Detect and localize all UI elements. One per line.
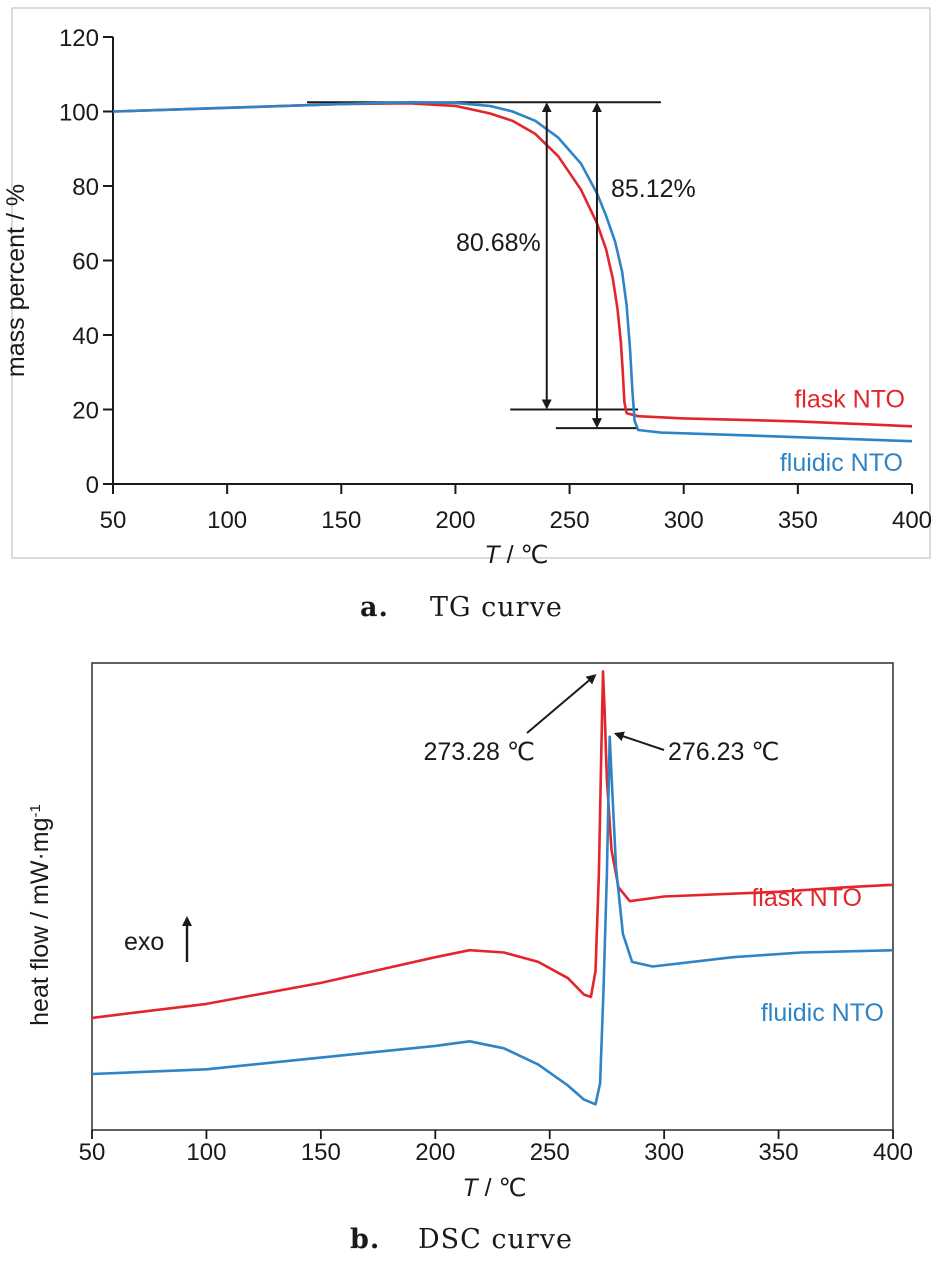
dsc-plot-frame	[91, 662, 894, 1131]
tg-x-tick-label: 200	[435, 507, 475, 534]
dsc-exo-label: exo	[124, 928, 164, 956]
tg-legend-fluidic: fluidic NTO	[780, 449, 903, 477]
tg-x-tick-label: 150	[321, 507, 361, 534]
tg-annotation-85-12: 85.12%	[611, 175, 696, 203]
dsc-x-tick-label: 50	[79, 1139, 106, 1166]
tg-chart: 0 20 40 60 80 100 120 50 100 150 200 250 300 350 400 ma…	[2, 25, 932, 569]
dsc-x-axis-title: T / ℃	[462, 1174, 526, 1202]
tg-x-axis-var: T	[484, 541, 501, 569]
tg-series-flask	[112, 102, 913, 428]
tg-y-tick-label: 0	[86, 472, 99, 499]
tg-y-tick-label: 120	[59, 25, 99, 52]
tg-legend-flask: flask NTO	[794, 386, 905, 414]
tg-series-fluidic	[112, 100, 913, 443]
dsc-peak-label-fluidic: 276.23 ℃	[668, 738, 780, 766]
dsc-legend-fluidic: fluidic NTO	[761, 999, 884, 1027]
tg-x-tick-label: 250	[550, 507, 590, 534]
dsc-x-tick-label: 150	[301, 1139, 341, 1166]
tg-y-tick-label: 20	[72, 398, 99, 425]
dsc-x-axis-var: T	[462, 1174, 479, 1202]
tg-x-tick-label: 300	[664, 507, 704, 534]
tg-y-tick-label: 60	[72, 249, 99, 276]
dsc-peak-label-flask: 273.28 ℃	[424, 738, 536, 766]
dsc-caption-letter: b.	[350, 1224, 380, 1255]
tg-panel-frame	[11, 7, 931, 559]
dsc-y-axis-main: heat flow / mW·mg	[26, 817, 54, 1025]
tg-y-axis-title: mass percent / %	[2, 184, 30, 377]
dsc-x-tick-label: 200	[415, 1139, 455, 1166]
tg-x-tick-label: 50	[100, 507, 127, 534]
dsc-x-axis-unit: / ℃	[478, 1174, 527, 1202]
dsc-x-tick-label: 100	[186, 1139, 226, 1166]
tg-x-tick-label: 100	[207, 507, 247, 534]
tg-annotation-80-68: 80.68%	[456, 229, 541, 257]
tg-y-tick-label: 80	[72, 174, 99, 201]
tg-y-tick-label: 100	[59, 100, 99, 127]
dsc-series-fluidic	[91, 735, 894, 1106]
dsc-x-tick-label: 300	[644, 1139, 684, 1166]
tg-caption-text: TG curve	[430, 592, 563, 623]
tg-x-axis-title: T / ℃	[484, 541, 548, 569]
tg-y-tick-label: 40	[72, 323, 99, 350]
tg-caption-letter: a.	[360, 592, 389, 623]
dsc-caption-text: DSC curve	[418, 1224, 573, 1255]
dsc-y-axis-sup: -1	[27, 804, 44, 817]
dsc-x-tick-label: 400	[873, 1139, 913, 1166]
dsc-peak-arrow-fluidic	[613, 731, 665, 751]
dsc-x-tick-label: 350	[759, 1139, 799, 1166]
dsc-series-flask	[91, 670, 894, 1020]
dsc-chart: 50 100 150 200 250 300 350 400 T / ℃ heat flow / …	[26, 662, 913, 1202]
tg-x-axis-unit: / ℃	[500, 541, 549, 569]
tg-x-tick-label: 350	[778, 507, 818, 534]
dsc-y-axis-title: heat flow / mW·mg-1	[26, 804, 54, 1026]
dsc-x-tick-label: 250	[530, 1139, 570, 1166]
dsc-legend-flask: flask NTO	[751, 884, 862, 912]
tg-x-tick-label: 400	[892, 507, 932, 534]
dsc-peak-arrow-flask	[526, 674, 597, 734]
